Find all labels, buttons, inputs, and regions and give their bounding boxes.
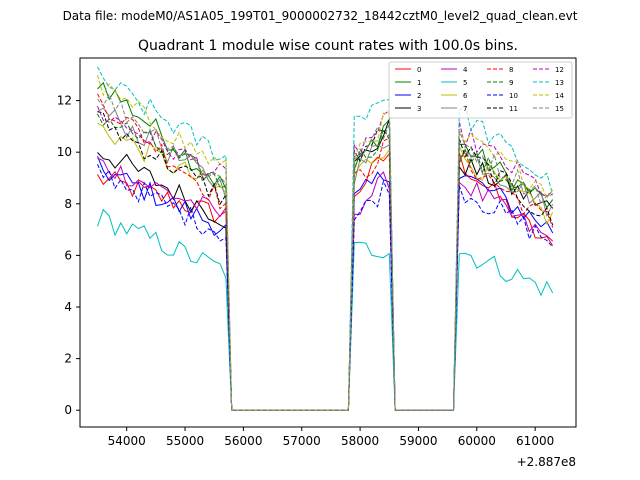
y-tick-label: 12 bbox=[57, 94, 72, 108]
legend-label: 7 bbox=[463, 105, 467, 113]
y-axis: 0 2 4 6 8 10 12 bbox=[57, 94, 80, 417]
legend-label: 14 bbox=[555, 92, 564, 100]
x-offset-label: +2.887e8 bbox=[517, 455, 576, 469]
y-tick-label: 6 bbox=[64, 248, 72, 262]
legend-label: 13 bbox=[555, 79, 564, 87]
legend-label: 3 bbox=[417, 105, 421, 113]
series-layer bbox=[97, 66, 554, 411]
legend-label: 1 bbox=[417, 79, 421, 87]
series-line-8 bbox=[97, 93, 554, 411]
legend-label: 11 bbox=[509, 105, 518, 113]
x-tick-label: 55000 bbox=[166, 434, 204, 448]
y-tick-label: 8 bbox=[64, 197, 72, 211]
y-tick-label: 4 bbox=[64, 300, 72, 314]
chart-title: Quadrant 1 module wise count rates with … bbox=[138, 38, 518, 54]
legend-label: 2 bbox=[417, 92, 421, 100]
legend-label: 10 bbox=[509, 92, 518, 100]
series-line-15 bbox=[97, 92, 553, 411]
x-tick-label: 59000 bbox=[399, 434, 437, 448]
legend-label: 5 bbox=[463, 79, 467, 87]
y-tick-label: 2 bbox=[64, 352, 72, 366]
x-axis: 54000 55000 56000 57000 58000 59000 60000 61000 bbox=[108, 427, 554, 448]
legend-frame bbox=[388, 61, 573, 119]
y-tick-label: 0 bbox=[64, 403, 72, 417]
x-tick-label: 61000 bbox=[516, 434, 554, 448]
x-tick-label: 60000 bbox=[458, 434, 496, 448]
x-tick-label: 54000 bbox=[108, 434, 146, 448]
legend-label: 15 bbox=[555, 105, 564, 113]
legend-label: 6 bbox=[463, 92, 468, 100]
series-line-13 bbox=[97, 66, 554, 411]
chart-suptitle: Data file: modeM0/AS1A05_199T01_90000027… bbox=[63, 9, 578, 23]
y-tick-label: 10 bbox=[57, 145, 72, 159]
x-tick-label: 57000 bbox=[283, 434, 321, 448]
legend-label: 12 bbox=[555, 66, 564, 74]
legend-label: 4 bbox=[463, 66, 468, 74]
plot-area bbox=[80, 58, 576, 427]
x-tick-label: 58000 bbox=[341, 434, 379, 448]
legend-label: 0 bbox=[417, 66, 421, 74]
x-tick-label: 56000 bbox=[224, 434, 262, 448]
legend-label: 9 bbox=[509, 79, 513, 87]
legend-label: 8 bbox=[509, 66, 513, 74]
plot-frame bbox=[79, 57, 577, 428]
